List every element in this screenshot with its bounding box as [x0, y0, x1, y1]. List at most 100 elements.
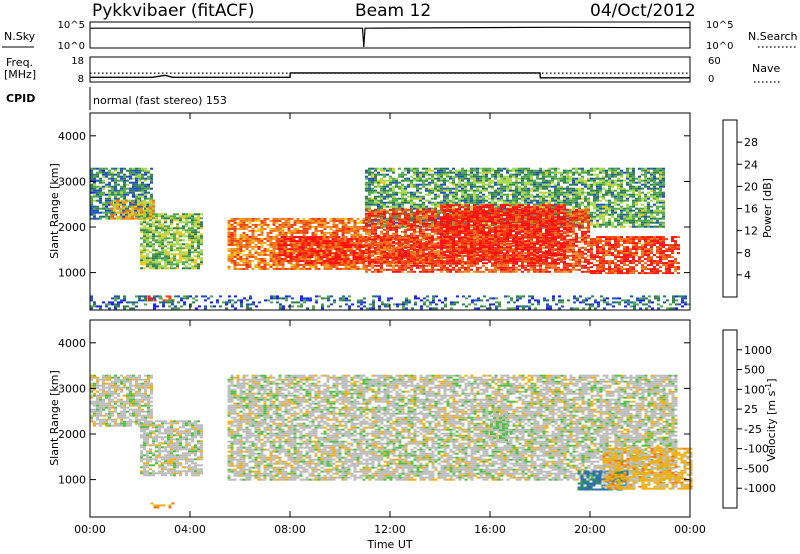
heatmap-cell: [290, 263, 294, 266]
heatmap-cell: [200, 225, 203, 228]
heatmap-cell: [364, 236, 368, 239]
heatmap-cell: [155, 219, 158, 222]
heatmap-cell: [179, 233, 182, 236]
heatmap-cell: [143, 229, 146, 232]
heatmap-cell: [129, 211, 132, 214]
heatmap-cell: [644, 169, 647, 172]
heatmap-cell: [419, 179, 422, 182]
heatmap-cell: [335, 241, 339, 244]
heatmap-cell: [443, 197, 446, 200]
heatmap-cell: [344, 265, 348, 268]
heatmap-cell: [380, 169, 383, 172]
heatmap-cell: [473, 181, 476, 184]
heatmap-cell: [641, 213, 644, 216]
heatmap-cell: [626, 167, 629, 170]
heatmap-cell: [371, 191, 374, 194]
heatmap-cell: [120, 213, 123, 216]
heatmap-cell: [289, 260, 293, 263]
heatmap-cell: [114, 167, 117, 170]
heatmap-cell: [587, 185, 590, 188]
heatmap-cell: [470, 199, 473, 202]
heatmap-cell: [334, 236, 338, 239]
heatmap-cell: [638, 187, 641, 190]
heatmap-cell: [188, 231, 191, 234]
heatmap-cell: [334, 260, 338, 263]
heatmap-cell: [185, 225, 188, 228]
heatmap-cell: [168, 297, 172, 300]
heatmap-cell: [416, 189, 419, 192]
heatmap-cell: [659, 185, 662, 188]
heatmap-cell: [440, 183, 443, 186]
heatmap-cell: [464, 195, 467, 198]
heatmap-cell: [298, 256, 302, 259]
heatmap-cell: [644, 179, 647, 182]
heatmap-cell: [491, 191, 494, 194]
heatmap-cell: [650, 193, 653, 196]
heatmap-cell: [425, 173, 428, 176]
heatmap-cell: [170, 259, 173, 262]
heatmap-cell: [386, 217, 389, 220]
heatmap-cell: [316, 258, 320, 261]
heatmap-cell: [114, 195, 117, 198]
heatmap-cell: [149, 257, 152, 260]
heatmap-cell: [116, 215, 119, 218]
heatmap-cell: [272, 261, 276, 264]
heatmap-cell: [167, 261, 170, 264]
heatmap-cell: [284, 267, 288, 270]
heatmap-cell: [305, 227, 309, 230]
heatmap-cell: [108, 197, 111, 200]
heatmap-cell: [572, 173, 575, 176]
heatmap-cell: [656, 201, 659, 204]
heatmap-cell: [509, 185, 512, 188]
heatmap-cell: [452, 199, 455, 202]
heatmap-cell: [400, 244, 404, 247]
heatmap-cell: [141, 187, 144, 190]
heatmap-cell: [629, 211, 632, 214]
heatmap-cell: [308, 219, 312, 222]
heatmap-cell: [476, 195, 479, 198]
heatmap-cell: [188, 259, 191, 262]
heatmap-cell: [470, 193, 473, 196]
heatmap-cell: [319, 248, 323, 251]
heatmap-cell: [593, 217, 596, 220]
heatmap-cell: [659, 199, 662, 202]
heatmap-cell: [371, 173, 374, 176]
heatmap-cell: [662, 209, 665, 212]
heatmap-cell: [419, 203, 422, 206]
heatmap-cell: [554, 189, 557, 192]
heatmap-cell: [108, 171, 111, 174]
heatmap-cell: [515, 177, 518, 180]
heatmap-cell: [346, 242, 350, 245]
heatmap-cell: [248, 253, 252, 256]
heatmap-cell: [551, 179, 554, 182]
heatmap-cell: [298, 260, 302, 263]
heatmap-cell: [135, 203, 138, 206]
heatmap-cell: [349, 244, 353, 247]
heatmap-cell: [386, 169, 389, 172]
heatmap-cell: [584, 191, 587, 194]
heatmap-cell: [248, 239, 252, 242]
heatmap-cell: [464, 197, 467, 200]
heatmap-cell: [113, 203, 116, 206]
heatmap-cell: [629, 189, 632, 192]
heatmap-cell: [105, 203, 108, 206]
heatmap-cell: [122, 213, 125, 216]
heatmap-cell: [662, 221, 665, 224]
heatmap-cell: [383, 228, 386, 231]
heatmap-cell: [93, 211, 96, 214]
heatmap-cell: [614, 167, 617, 170]
heatmap-cell: [236, 237, 240, 240]
heatmap-cell: [242, 227, 246, 230]
heatmap-cell: [170, 253, 173, 256]
heatmap-cell: [605, 191, 608, 194]
heatmap-cell: [581, 203, 584, 206]
heatmap-cell: [161, 229, 164, 232]
heatmap-cell: [105, 207, 108, 210]
heatmap-cell: [608, 203, 611, 206]
heatmap-cell: [143, 241, 146, 244]
heatmap-cell: [569, 175, 572, 178]
heatmap-cell: [227, 265, 231, 268]
heatmap-cell: [470, 213, 473, 216]
heatmap-cell: [410, 193, 413, 196]
